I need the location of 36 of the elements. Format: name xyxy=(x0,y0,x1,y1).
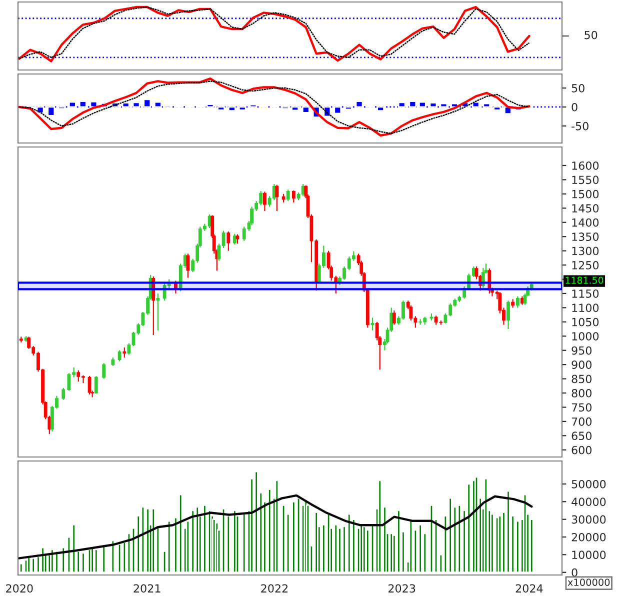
y-tick-label: 50 xyxy=(572,84,584,92)
y-tick-label: 1500 xyxy=(572,190,599,198)
y-tick-label: 1100 xyxy=(572,304,599,312)
y-tick-label: 1450 xyxy=(572,204,599,213)
y-tick-label: 1050 xyxy=(572,318,599,326)
y-tick-label: 40000 xyxy=(572,498,606,506)
x-tick-label: 2020 xyxy=(6,584,33,593)
x-tick-label: 2021 xyxy=(134,584,160,593)
y-tick-label: 600 xyxy=(572,446,592,454)
y-tick-label: 10000 xyxy=(572,550,606,560)
y-tick-label: 50000 xyxy=(572,480,606,488)
x-tick-label: 2024 xyxy=(516,584,543,593)
y-tick-label: 0 xyxy=(572,102,578,112)
y-tick-label: 650 xyxy=(572,432,592,440)
y-tick-label: 1550 xyxy=(572,176,599,184)
y-tick-label: 1250 xyxy=(572,261,599,270)
y-tick-label: 1350 xyxy=(572,232,599,241)
y-tick-label: 1400 xyxy=(572,218,599,227)
y-tick-label: 750 xyxy=(572,403,592,412)
y-tick-label: 1600 xyxy=(572,161,599,170)
x-tick-label: 2022 xyxy=(261,584,288,593)
y-tick-label: 0 xyxy=(572,568,578,577)
y-tick-label: 1000 xyxy=(572,332,599,341)
text: 1181.50 xyxy=(566,276,604,284)
y-tick-label: 1150 xyxy=(572,289,599,298)
y-tick-label: 850 xyxy=(572,374,592,384)
y-tick-label: 30000 xyxy=(572,515,606,524)
y-tick-label: 700 xyxy=(572,417,592,426)
y-tick-label: 20000 xyxy=(572,532,606,542)
y-tick-label: -50 xyxy=(572,122,588,130)
y-tick-label: 950 xyxy=(572,346,592,355)
text: x100000 xyxy=(568,578,610,586)
y-tick-label: 1300 xyxy=(572,246,599,256)
x-tick-label: 2023 xyxy=(388,584,416,593)
y-tick-label: 900 xyxy=(572,360,592,369)
y-tick-label: 800 xyxy=(572,388,592,398)
